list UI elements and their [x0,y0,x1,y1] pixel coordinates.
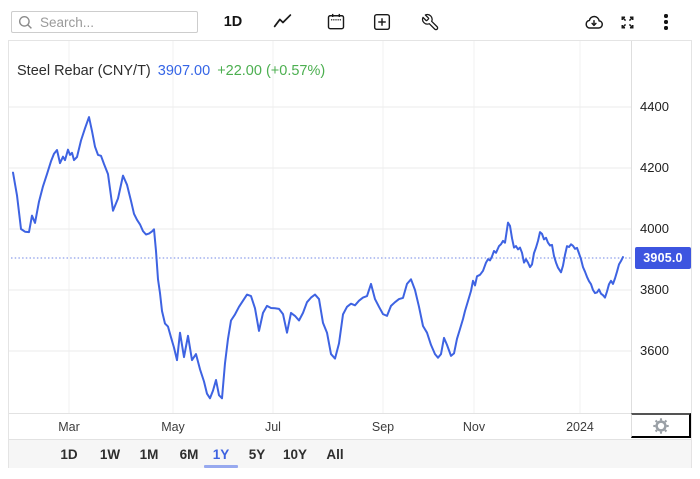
price-line [12,116,624,400]
date-tick-label: 2024 [566,420,594,434]
search-input[interactable] [38,13,197,31]
range-button-5y[interactable]: 5Y [247,440,268,468]
date-tick-label: Nov [462,420,486,434]
price-change: +22.00 (+0.57%) [217,63,326,79]
price-tick-label: 4000 [640,221,669,236]
more-menu-button[interactable] [653,9,679,35]
instrument-title: Steel Rebar (CNY/T) [17,63,151,79]
add-panel-icon [373,13,391,31]
range-button-1d[interactable]: 1D [58,440,79,468]
price-tick-label: 3600 [640,343,669,358]
date-axis: Mar May Jul Sep Nov 2024 [9,413,691,439]
chart-type-button[interactable] [269,9,295,35]
range-button-1m[interactable]: 1M [138,440,161,468]
date-tick-label: May [161,420,185,434]
range-button-all[interactable]: All [324,440,345,468]
current-price-badge: 3905.0 [635,247,691,269]
range-button-1y[interactable]: 1Y [211,440,232,468]
date-tick-label: Jul [264,420,281,434]
line-chart-icon [273,13,291,27]
search-box[interactable] [11,11,198,33]
date-tick-label: Sep [371,420,395,434]
price-plot[interactable] [9,41,631,413]
last-price: 3907.00 [157,63,211,79]
gear-icon [652,417,669,434]
range-toolbar: 1D 1W 1M 6M 1Y 5Y 10Y All [9,439,691,468]
date-tick-label: Mar [58,420,80,434]
price-axis: 3905.0 3600 3800 4000 4200 4400 [631,41,692,413]
fullscreen-button[interactable] [614,9,640,35]
add-panel-button[interactable] [369,9,395,35]
axis-settings-button[interactable] [631,413,691,438]
more-menu-icon [664,14,668,30]
range-button-10y[interactable]: 10Y [281,440,309,468]
download-button[interactable] [581,9,607,35]
active-range-underline [204,465,238,468]
interval-button[interactable]: 1D [220,9,246,35]
tools-button[interactable] [417,9,443,35]
cloud-download-icon [585,15,603,29]
search-icon [18,15,32,29]
range-button-6m[interactable]: 6M [178,440,201,468]
calendar-button[interactable] [323,9,349,35]
range-button-1w[interactable]: 1W [98,440,122,468]
tools-wrench-icon [421,13,438,30]
chart-header: Steel Rebar (CNY/T) 3907.00 +22.00 (+0.5… [17,63,325,79]
chart-card: Steel Rebar (CNY/T) 3907.00 +22.00 (+0.5… [8,40,692,468]
calendar-icon [327,13,345,30]
fullscreen-icon [621,16,633,28]
price-tick-label: 4400 [640,99,669,114]
toolbar: 1D [0,0,700,38]
price-tick-label: 4200 [640,160,669,175]
price-tick-label: 3800 [640,282,669,297]
